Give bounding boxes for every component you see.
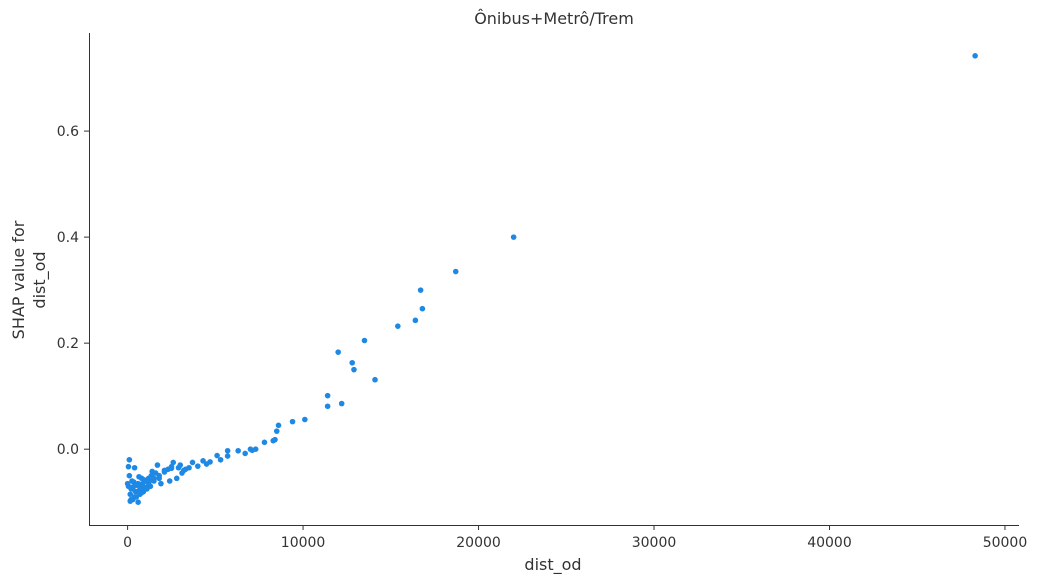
data-point [214, 452, 220, 459]
data-point [145, 480, 152, 487]
data-point [247, 446, 254, 452]
x-tick-label: 50000 [983, 535, 1028, 551]
data-point [324, 403, 331, 410]
data-point [131, 494, 138, 500]
data-point [217, 456, 224, 463]
data-point [351, 366, 357, 373]
data-point [302, 416, 308, 423]
data-point [149, 468, 155, 475]
data-point [161, 467, 168, 474]
y-axis-label: SHAP value for dist_od [9, 220, 50, 339]
data-point [395, 323, 401, 329]
x-axis-ticks: 0 10000 20000 30000 40000 50000 [123, 525, 1027, 551]
data-point [452, 268, 459, 275]
data-point [135, 499, 141, 506]
y-axis-label-line-1: SHAP value for [9, 220, 28, 339]
data-point [136, 473, 142, 480]
data-point [417, 287, 424, 293]
data-point [128, 486, 134, 492]
y-tick-label: 0.6 [57, 124, 79, 140]
data-point [289, 418, 296, 425]
x-tick-label: 40000 [807, 535, 852, 551]
y-axis-label-line-2: dist_od [30, 251, 50, 308]
data-point [270, 437, 277, 444]
data-point [139, 487, 146, 494]
data-point [156, 472, 162, 479]
data-point [126, 456, 133, 463]
data-point [335, 349, 341, 355]
x-tick-label: 20000 [456, 535, 501, 551]
data-point [124, 480, 131, 487]
data-point [510, 234, 517, 240]
x-tick-label: 10000 [281, 535, 326, 551]
y-tick-label: 0.2 [57, 336, 79, 352]
data-point [131, 464, 138, 471]
data-point [151, 475, 157, 482]
y-tick-label: 0.0 [57, 442, 79, 458]
y-axis-ticks: 0.0 0.2 0.4 0.6 [57, 124, 89, 458]
data-point [273, 428, 280, 434]
x-tick-label: 30000 [632, 535, 677, 551]
data-point [361, 337, 368, 344]
data-point [127, 491, 134, 498]
data-point [179, 470, 185, 476]
data-point [154, 462, 161, 468]
data-point [419, 305, 426, 312]
data-point [412, 317, 419, 324]
data-point [349, 359, 356, 366]
y-tick-label: 0.4 [57, 230, 79, 246]
data-point [242, 450, 248, 457]
data-point [126, 472, 133, 479]
data-point [189, 459, 196, 466]
data-point [338, 400, 345, 407]
data-point [224, 447, 231, 454]
data-point [372, 376, 378, 383]
x-axis-label: dist_od [524, 555, 581, 575]
data-point [324, 392, 331, 399]
data-point [200, 458, 206, 464]
data-point [129, 478, 135, 484]
data-point [170, 459, 177, 466]
data-point [168, 463, 175, 470]
data-point [173, 475, 180, 482]
data-point [194, 463, 201, 469]
data-point [972, 52, 978, 59]
data-point [166, 478, 173, 484]
data-point [182, 466, 189, 473]
data-point [175, 464, 182, 471]
data-point [127, 498, 134, 504]
data-point [125, 463, 132, 470]
data-points [124, 52, 978, 506]
data-point [158, 480, 164, 487]
chart-title: Ônibus+Metrô/Trem [474, 9, 634, 28]
data-point [261, 439, 268, 446]
x-tick-label: 0 [123, 535, 132, 551]
data-point [132, 482, 139, 489]
data-point [224, 453, 231, 459]
data-point [275, 422, 282, 429]
data-point [235, 447, 241, 454]
